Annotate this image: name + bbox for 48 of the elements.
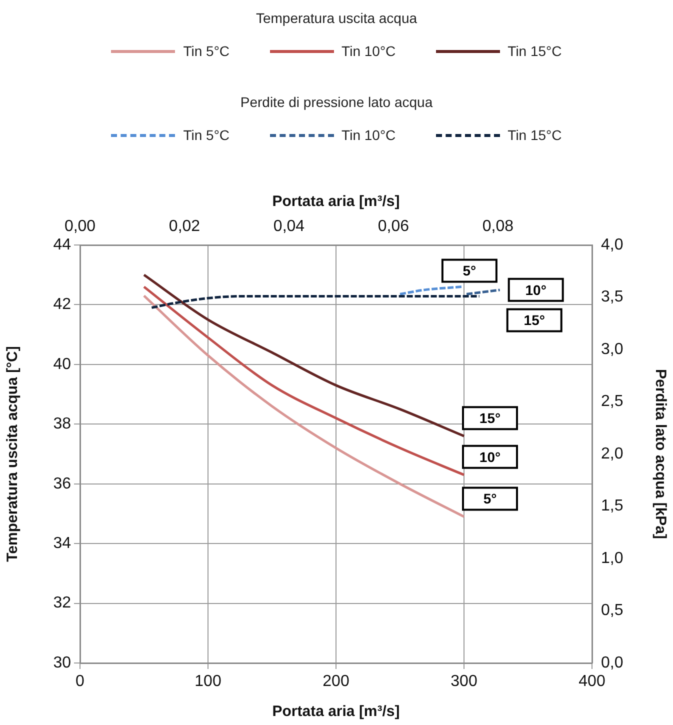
y-tick-label: 42 — [53, 296, 72, 314]
y2-tick-label: 1,0 — [601, 550, 624, 567]
y2-tick-label: 0,0 — [601, 654, 624, 672]
y-axis-title: Temperatura uscita acqua [°C] — [4, 346, 22, 562]
x2-tick-label: 0,08 — [482, 218, 514, 235]
x-tick-label: 200 — [322, 673, 350, 690]
y-tick-label: 44 — [53, 236, 72, 254]
x2-tick-label: 0,00 — [64, 218, 96, 235]
x-tick-label: 0 — [76, 673, 85, 690]
line-series — [142, 294, 466, 518]
x-tick-label: 300 — [450, 673, 478, 690]
y2-axis-title: Perdita lato acqua [kPa] — [652, 368, 669, 540]
x-tick-label: 100 — [194, 673, 222, 690]
x2-tick-label: 0,04 — [273, 218, 305, 235]
annotation: 15° — [479, 410, 501, 426]
x2-tick-label: 0,06 — [378, 218, 410, 235]
y-tick-label: 34 — [53, 534, 72, 552]
text: Perdite di pressione lato acqua — [240, 94, 433, 110]
y2-tick-label: 2,5 — [601, 393, 624, 410]
x-tick-label: 400 — [578, 673, 606, 690]
legend-label: Tin 10°C — [342, 43, 396, 59]
y-tick-label: 32 — [53, 594, 72, 612]
y2-tick-label: 0,5 — [601, 602, 624, 620]
x2-axis-title: Portata aria [m³/s] — [272, 193, 400, 210]
line-series — [150, 294, 481, 309]
x-axis-title: Portata aria [m³/s] — [272, 703, 400, 720]
y2-tick-label: 3,5 — [601, 288, 624, 306]
y-tick-label: 40 — [53, 356, 72, 373]
y-tick-label: 30 — [53, 654, 72, 672]
y2-tick-label: 2,0 — [601, 445, 624, 462]
legend-label: Tin 5°C — [183, 127, 230, 143]
annotation: 10° — [479, 448, 501, 465]
text: Temperatura uscita acqua — [256, 10, 418, 26]
annotation: 5° — [483, 490, 497, 507]
legend-label: Tin 10°C — [342, 127, 396, 143]
y-tick-label: 38 — [53, 416, 72, 433]
y2-tick-label: 4,0 — [601, 236, 624, 254]
legend-label: Tin 5°C — [183, 43, 230, 59]
line-series — [142, 286, 466, 476]
annotation: 5° — [462, 262, 476, 279]
x2-tick-label: 0,02 — [168, 218, 200, 235]
annotation: 10° — [525, 282, 546, 298]
y2-tick-label: 3,0 — [601, 340, 624, 358]
legend-label: Tin 15°C — [508, 127, 562, 143]
annotation: 15° — [524, 312, 545, 328]
y-tick-label: 36 — [53, 475, 72, 492]
legend-label: Tin 15°C — [508, 43, 562, 59]
y2-tick-label: 1,5 — [601, 498, 624, 515]
